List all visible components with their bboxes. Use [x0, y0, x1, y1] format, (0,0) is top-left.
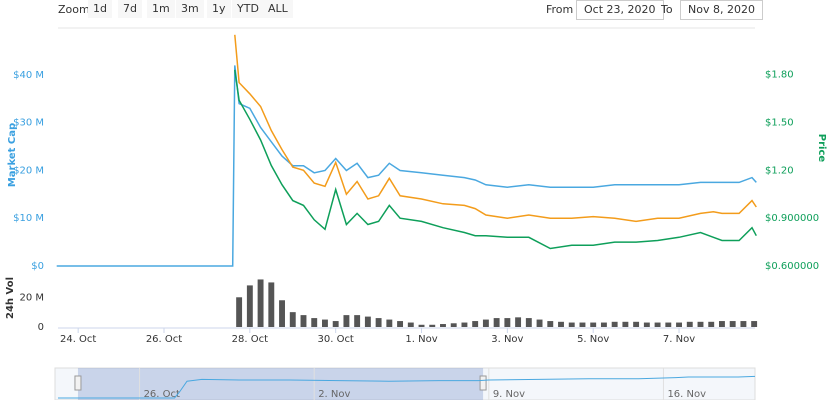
volume-bar	[332, 321, 339, 327]
volume-bar	[665, 322, 672, 327]
y-tick-label: $10 M	[13, 213, 44, 224]
volume-bar	[633, 321, 640, 327]
volume-bar	[472, 321, 479, 327]
volume-bar	[515, 317, 522, 327]
volume-bar	[257, 279, 264, 327]
y-axis-title: Market Cap	[7, 123, 18, 187]
volume-bar	[289, 312, 296, 327]
volume-bar	[558, 321, 564, 327]
volume-bar	[246, 285, 253, 327]
to-date[interactable]: Nov 8, 2020	[680, 0, 763, 20]
y-tick-label: $20 M	[13, 165, 44, 176]
from-date[interactable]: Oct 23, 2020	[576, 0, 664, 20]
zoom-button[interactable]: 7d	[118, 0, 142, 18]
volume-bar	[676, 322, 682, 327]
zoom-button[interactable]: YTD	[232, 0, 264, 18]
y2-tick-label: $1.20	[765, 165, 794, 176]
volume-bar	[418, 324, 425, 327]
volume-axis-title: 24h Vol	[5, 277, 16, 319]
zoom-button[interactable]: 3m	[176, 0, 204, 18]
volume-bar	[375, 318, 382, 327]
navigator-handle	[479, 375, 487, 391]
volume-bar	[343, 315, 350, 327]
volume-bar	[622, 321, 629, 327]
x-tick-label: 24. Oct	[60, 334, 96, 345]
zoom-label: Zoom	[58, 3, 90, 16]
volume-bar	[461, 322, 468, 327]
zoom-button[interactable]: ALL	[263, 0, 293, 18]
volume-bar	[450, 323, 457, 327]
volume-bar	[482, 319, 489, 327]
navigator-handle	[74, 375, 82, 391]
x-tick-label: 28. Oct	[232, 334, 268, 345]
volume-bar	[590, 322, 597, 327]
zoom-button[interactable]: 1y	[207, 0, 231, 18]
y-tick-label: $30 M	[13, 118, 44, 129]
series-line	[234, 34, 757, 223]
from-label: From	[546, 3, 574, 16]
navigator-tick-label: 9. Nov	[493, 389, 525, 400]
to-label: To	[661, 3, 673, 16]
volume-bar	[719, 321, 725, 327]
x-tick-label: 5. Nov	[577, 334, 609, 345]
x-tick-label: 26. Oct	[146, 334, 182, 345]
volume-bar	[354, 315, 361, 327]
x-tick-label: 7. Nov	[663, 334, 695, 345]
y-tick-label: 20 M	[19, 292, 44, 303]
volume-bar	[751, 321, 758, 327]
volume-bar	[525, 318, 532, 327]
volume-bar	[322, 319, 328, 327]
volume-bar	[364, 316, 371, 327]
y2-axis-title: Price	[816, 134, 827, 163]
y-tick-label: $0	[31, 261, 44, 272]
volume-bar	[440, 324, 446, 327]
volume-bar	[579, 322, 586, 327]
series-line	[234, 69, 757, 250]
volume-bar	[311, 318, 318, 327]
toolbar: Zoom 1d 7d 1m 3m 1y YTD ALL From Oct 23,…	[0, 0, 830, 20]
x-tick-label: 3. Nov	[491, 334, 523, 345]
y2-tick-label: $1.50	[765, 117, 794, 128]
x-tick-label: 1. Nov	[405, 334, 437, 345]
volume-bar	[536, 319, 543, 327]
y2-tick-label: $1.80	[765, 70, 794, 81]
volume-bar	[611, 321, 618, 327]
volume-bar	[300, 315, 307, 327]
x-tick-label: 30. Oct	[317, 334, 353, 345]
volume-bar	[504, 318, 511, 327]
y2-tick-label: $0.600000	[765, 261, 819, 272]
volume-bar	[654, 322, 661, 327]
navigator-frame	[54, 367, 756, 400]
volume-bar	[493, 318, 500, 327]
y2-tick-label: $0.900000	[765, 213, 819, 224]
volume-bar	[643, 322, 650, 327]
volume-bar	[600, 322, 607, 327]
volume-bar	[429, 324, 436, 327]
navigator-tick-label: 2. Nov	[318, 389, 350, 400]
volume-bar	[547, 321, 554, 327]
y-tick-label: 0	[38, 322, 44, 333]
volume-bar	[397, 321, 404, 327]
volume-bar	[386, 319, 393, 327]
navigator-line	[58, 375, 756, 399]
zoom-button[interactable]: 1d	[88, 0, 112, 18]
volume-bar	[740, 321, 747, 327]
volume-bar	[236, 297, 243, 327]
zoom-button[interactable]: 1m	[147, 0, 175, 18]
volume-bar	[407, 322, 414, 327]
navigator-tick-label: 26. Oct	[144, 389, 180, 400]
volume-bar	[279, 300, 285, 327]
volume-bar	[568, 322, 575, 327]
volume-bar	[697, 321, 704, 327]
volume-bar	[686, 321, 693, 327]
series-line	[56, 65, 757, 267]
volume-bar	[729, 321, 736, 327]
navigator-tick-label: 16. Nov	[667, 389, 706, 400]
y-tick-label: $40 M	[13, 70, 44, 81]
volume-bar	[268, 282, 275, 327]
navigator-mask	[77, 368, 484, 400]
volume-bar	[708, 321, 715, 327]
